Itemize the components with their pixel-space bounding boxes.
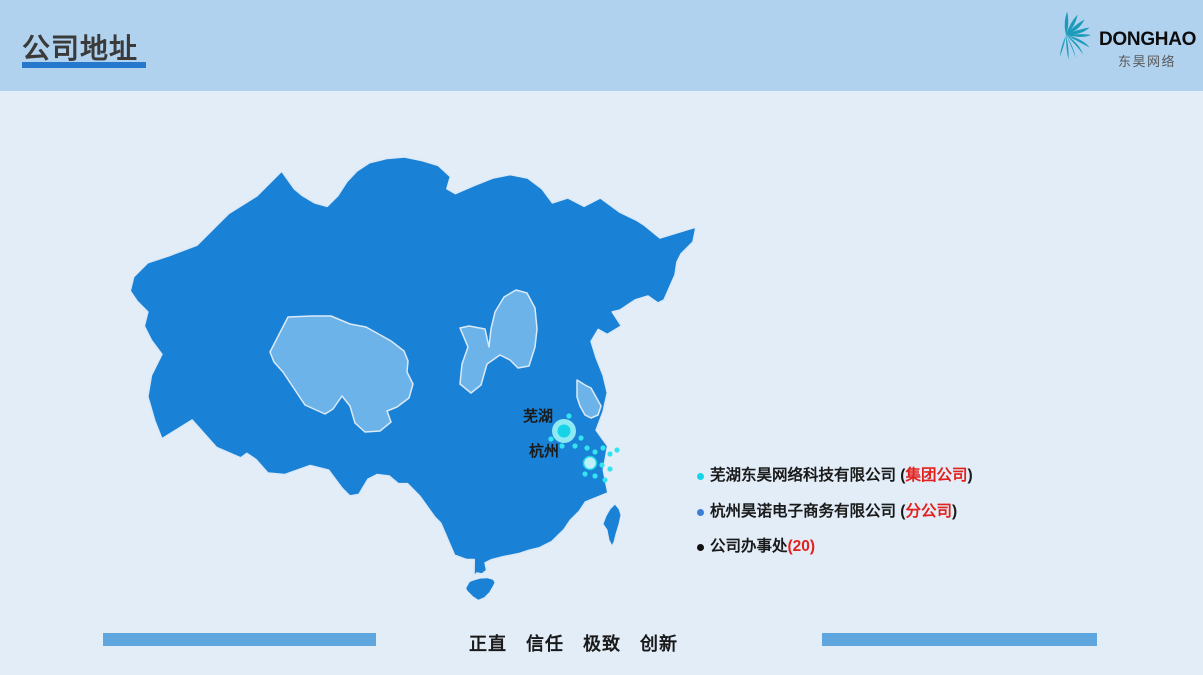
svg-text:杭州: 杭州 xyxy=(529,442,559,460)
svg-text:芜湖: 芜湖 xyxy=(523,407,553,425)
